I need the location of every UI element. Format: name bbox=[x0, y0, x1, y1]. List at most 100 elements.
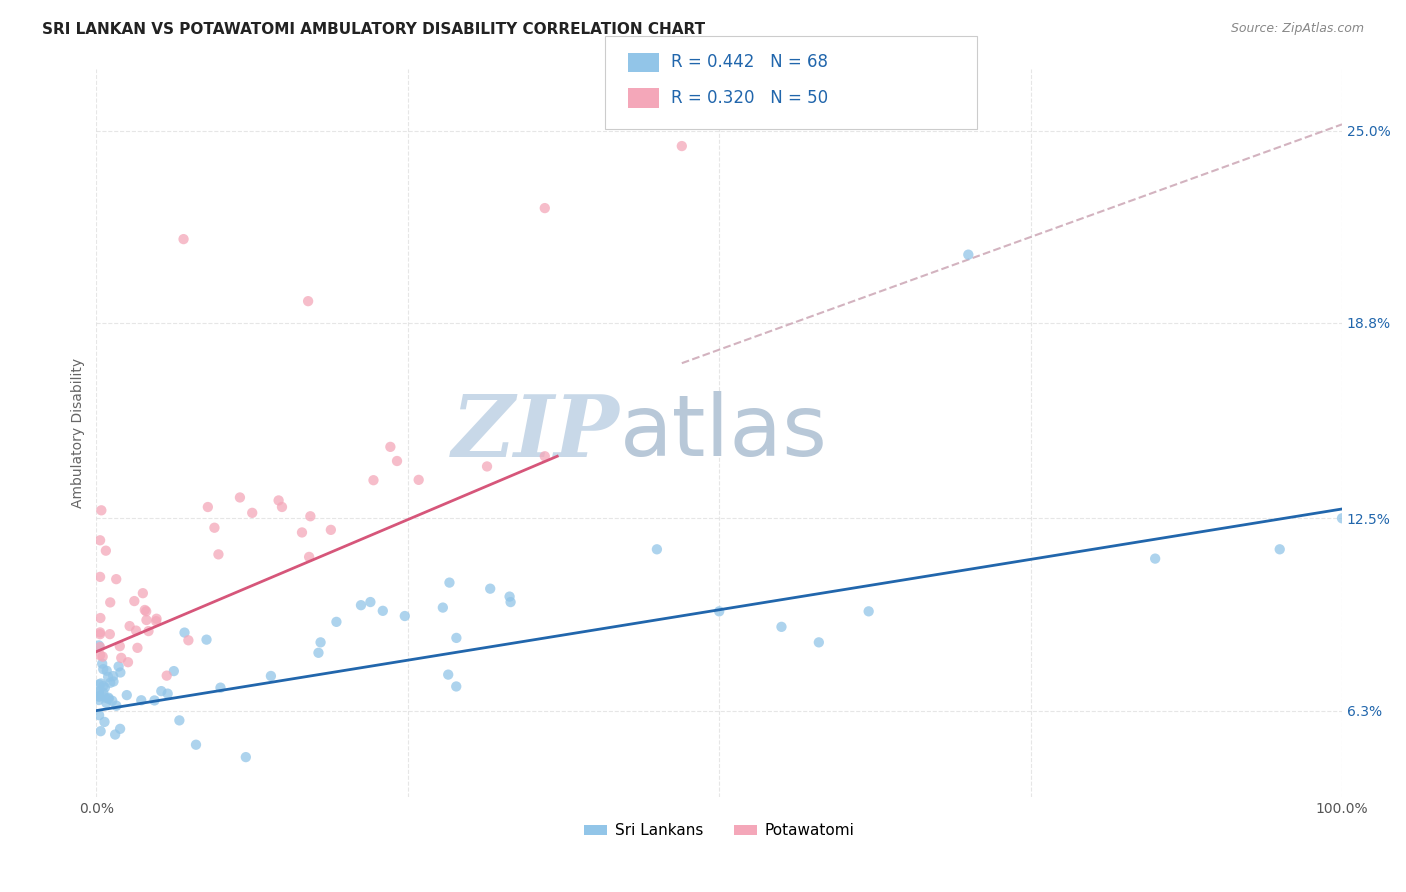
Point bbox=[90, 724, 112, 739]
Point bbox=[110, 665, 132, 680]
Point bbox=[957, 247, 980, 261]
Point bbox=[91, 657, 114, 671]
Point bbox=[240, 506, 263, 520]
Point bbox=[309, 635, 332, 649]
Point bbox=[437, 667, 460, 681]
Point bbox=[90, 503, 112, 517]
Point bbox=[432, 600, 454, 615]
Point bbox=[209, 681, 232, 695]
Point bbox=[325, 615, 347, 629]
Point bbox=[108, 639, 131, 653]
Point bbox=[138, 624, 160, 639]
Point bbox=[107, 659, 129, 673]
Point bbox=[91, 649, 114, 664]
Point bbox=[807, 635, 830, 649]
Point bbox=[173, 232, 195, 246]
Point bbox=[87, 639, 110, 653]
Point bbox=[101, 694, 124, 708]
Point bbox=[533, 449, 555, 463]
Point bbox=[645, 542, 668, 557]
Point bbox=[1144, 551, 1167, 566]
Point bbox=[207, 547, 229, 561]
Point bbox=[90, 676, 112, 690]
Point bbox=[498, 590, 520, 604]
Point bbox=[145, 614, 167, 628]
Point bbox=[385, 454, 408, 468]
Legend: Sri Lankans, Potawatomi: Sri Lankans, Potawatomi bbox=[578, 817, 860, 845]
Point bbox=[770, 620, 793, 634]
Y-axis label: Ambulatory Disability: Ambulatory Disability bbox=[72, 358, 86, 508]
Point bbox=[89, 640, 111, 654]
Point bbox=[173, 625, 195, 640]
Point bbox=[145, 612, 167, 626]
Point bbox=[96, 696, 118, 710]
Point bbox=[204, 521, 226, 535]
Point bbox=[197, 500, 219, 514]
Point bbox=[1330, 511, 1353, 525]
Text: R = 0.320   N = 50: R = 0.320 N = 50 bbox=[671, 89, 828, 107]
Point bbox=[125, 624, 148, 638]
Point bbox=[117, 655, 139, 669]
Point bbox=[408, 473, 430, 487]
Point bbox=[479, 582, 502, 596]
Point bbox=[108, 722, 131, 736]
Point bbox=[235, 750, 257, 764]
Point bbox=[858, 604, 880, 618]
Point bbox=[267, 493, 290, 508]
Point bbox=[444, 680, 467, 694]
Point bbox=[143, 693, 166, 707]
Point bbox=[475, 459, 498, 474]
Point bbox=[118, 619, 141, 633]
Point bbox=[709, 604, 731, 618]
Point bbox=[94, 543, 117, 558]
Point bbox=[103, 674, 125, 689]
Point bbox=[229, 491, 252, 505]
Point bbox=[96, 664, 118, 678]
Point bbox=[87, 708, 110, 723]
Point bbox=[110, 651, 132, 665]
Point bbox=[291, 525, 314, 540]
Point bbox=[89, 627, 111, 641]
Point bbox=[363, 473, 385, 487]
Point bbox=[89, 533, 111, 548]
Point bbox=[94, 681, 117, 695]
Text: SRI LANKAN VS POTAWATOMI AMBULATORY DISABILITY CORRELATION CHART: SRI LANKAN VS POTAWATOMI AMBULATORY DISA… bbox=[42, 22, 706, 37]
Point bbox=[359, 595, 381, 609]
Point bbox=[87, 686, 110, 700]
Point bbox=[89, 625, 111, 640]
Point bbox=[98, 595, 121, 609]
Point bbox=[298, 549, 321, 564]
Point bbox=[319, 523, 342, 537]
Point bbox=[184, 738, 207, 752]
Point bbox=[671, 139, 693, 153]
Point bbox=[533, 201, 555, 215]
Point bbox=[350, 598, 373, 612]
Point bbox=[89, 611, 111, 625]
Text: Source: ZipAtlas.com: Source: ZipAtlas.com bbox=[1230, 22, 1364, 36]
Point bbox=[1268, 542, 1291, 557]
Point bbox=[271, 500, 294, 514]
Point bbox=[380, 440, 402, 454]
Point bbox=[93, 679, 115, 693]
Point bbox=[91, 662, 114, 676]
Point bbox=[87, 693, 110, 707]
Point bbox=[132, 586, 155, 600]
Point bbox=[87, 677, 110, 691]
Point bbox=[135, 604, 157, 618]
Point bbox=[439, 575, 461, 590]
Point bbox=[169, 714, 191, 728]
Text: atlas: atlas bbox=[620, 392, 828, 475]
Point bbox=[177, 633, 200, 648]
Point bbox=[87, 690, 110, 704]
Point bbox=[135, 613, 157, 627]
Point bbox=[98, 675, 121, 690]
Point bbox=[89, 570, 111, 584]
Text: R = 0.442   N = 68: R = 0.442 N = 68 bbox=[671, 54, 828, 71]
Point bbox=[499, 595, 522, 609]
Point bbox=[195, 632, 218, 647]
Point bbox=[260, 669, 283, 683]
Point bbox=[127, 640, 149, 655]
Point bbox=[156, 687, 179, 701]
Point bbox=[150, 684, 173, 698]
Text: ZIP: ZIP bbox=[451, 392, 620, 475]
